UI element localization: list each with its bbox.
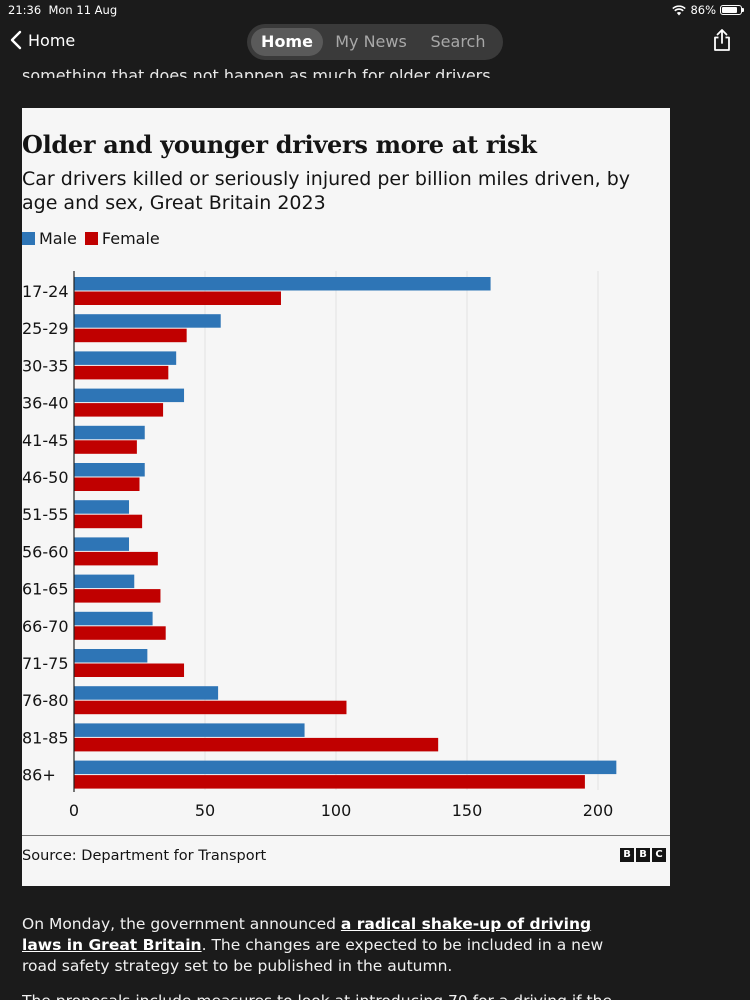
legend-item-male: Male <box>22 229 77 248</box>
category-label-25-29: 25-29 <box>22 319 69 338</box>
bar-female-61-65 <box>74 589 161 603</box>
bar-female-86+ <box>74 775 585 789</box>
bar-female-71-75 <box>74 663 185 677</box>
source-divider <box>22 835 670 836</box>
driving-laws-link[interactable]: a radical shake-up of driving laws in Gr… <box>22 915 592 954</box>
category-label-51-55: 51-55 <box>22 505 69 524</box>
category-label-36-40: 36-40 <box>22 394 69 413</box>
category-label-41-45: 41-45 <box>22 431 69 450</box>
x-tick-label-150: 150 <box>452 801 483 820</box>
legend-swatch-male <box>22 232 35 245</box>
tab-search[interactable]: Search <box>430 32 486 51</box>
bar-female-46-50 <box>74 477 140 491</box>
category-label-81-85: 81-85 <box>22 728 69 747</box>
share-button[interactable] <box>712 28 732 56</box>
bar-female-66-70 <box>74 626 166 640</box>
tab-home[interactable]: Home <box>251 28 323 56</box>
chart-source: Source: Department for Transport <box>22 848 267 864</box>
legend-item-female: Female <box>84 229 160 248</box>
bar-male-56-60 <box>74 537 130 551</box>
bar-male-76-80 <box>74 686 219 700</box>
next-paragraph-line: The proposals include measures to look a… <box>22 992 662 1000</box>
status-bar: 21:36 Mon 11 Aug 86% <box>0 0 750 20</box>
bar-chart: 17-24 25-29 30-35 36-40 41-45 46-50 51-55 56-60… <box>22 271 617 820</box>
bar-female-17-24 <box>74 291 281 305</box>
bar-male-61-65 <box>74 574 135 589</box>
chart-title: Older and younger drivers more at risk <box>22 130 537 159</box>
bar-female-25-29 <box>74 328 187 343</box>
category-label-46-50: 46-50 <box>22 468 69 487</box>
previous-paragraph-line: something that does not happen as much f… <box>22 66 496 78</box>
battery-percent: 86% <box>690 3 716 17</box>
category-label-56-60: 56-60 <box>22 542 69 561</box>
bar-male-71-75 <box>74 649 148 663</box>
x-tick-label-0: 0 <box>69 801 79 820</box>
legend-label-female: Female <box>101 229 160 248</box>
chart-subtitle: Car drivers killed or seriously injured … <box>22 168 631 214</box>
category-label-30-35: 30-35 <box>22 356 69 375</box>
category-label-17-24: 17-24 <box>22 282 69 301</box>
bar-male-36-40 <box>74 388 185 403</box>
category-label-76-80: 76-80 <box>22 691 69 710</box>
bar-female-81-85 <box>74 737 439 752</box>
chart-legend: Male Female <box>22 229 168 248</box>
article-paragraph: On Monday, the government announced a ra… <box>22 915 604 975</box>
bar-male-41-45 <box>74 425 145 440</box>
status-right: 86% <box>672 3 744 17</box>
bar-female-56-60 <box>74 551 158 566</box>
bar-male-51-55 <box>74 500 130 514</box>
x-tick-label-100: 100 <box>321 801 352 820</box>
wifi-icon <box>672 4 687 15</box>
bar-female-36-40 <box>74 403 164 417</box>
bar-male-17-24 <box>74 277 491 291</box>
bar-female-51-55 <box>74 514 143 529</box>
x-tick-label-50: 50 <box>195 801 215 820</box>
battery-icon <box>720 5 744 15</box>
legend-label-male: Male <box>39 229 77 248</box>
bar-male-86+ <box>74 760 617 775</box>
x-tick-label-200: 200 <box>583 801 614 820</box>
bar-male-30-35 <box>74 351 177 365</box>
chevron-left-icon <box>10 30 22 50</box>
category-label-61-65: 61-65 <box>22 580 69 599</box>
category-label-66-70: 66-70 <box>22 617 69 636</box>
bar-male-81-85 <box>74 723 305 737</box>
tab-my-news[interactable]: My News <box>335 32 407 51</box>
back-label: Home <box>28 30 76 50</box>
status-time: 21:36 Mon 11 Aug <box>8 3 118 17</box>
bar-male-66-70 <box>74 611 153 626</box>
legend-swatch-female <box>84 232 98 245</box>
bar-male-46-50 <box>74 463 145 477</box>
chart-card: Older and younger drivers more at risk C… <box>22 108 670 886</box>
bar-female-76-80 <box>74 700 347 715</box>
back-button[interactable]: Home <box>10 30 75 50</box>
bar-female-30-35 <box>74 365 169 380</box>
category-label-71-75: 71-75 <box>22 654 69 673</box>
top-navigation: Home Home My News Search <box>0 20 750 78</box>
share-icon <box>714 29 730 51</box>
bar-female-41-45 <box>74 440 137 454</box>
section-tabs: Home My News Search <box>247 24 503 60</box>
bar-male-25-29 <box>74 314 221 328</box>
category-label-86+: 86+ <box>22 766 56 785</box>
